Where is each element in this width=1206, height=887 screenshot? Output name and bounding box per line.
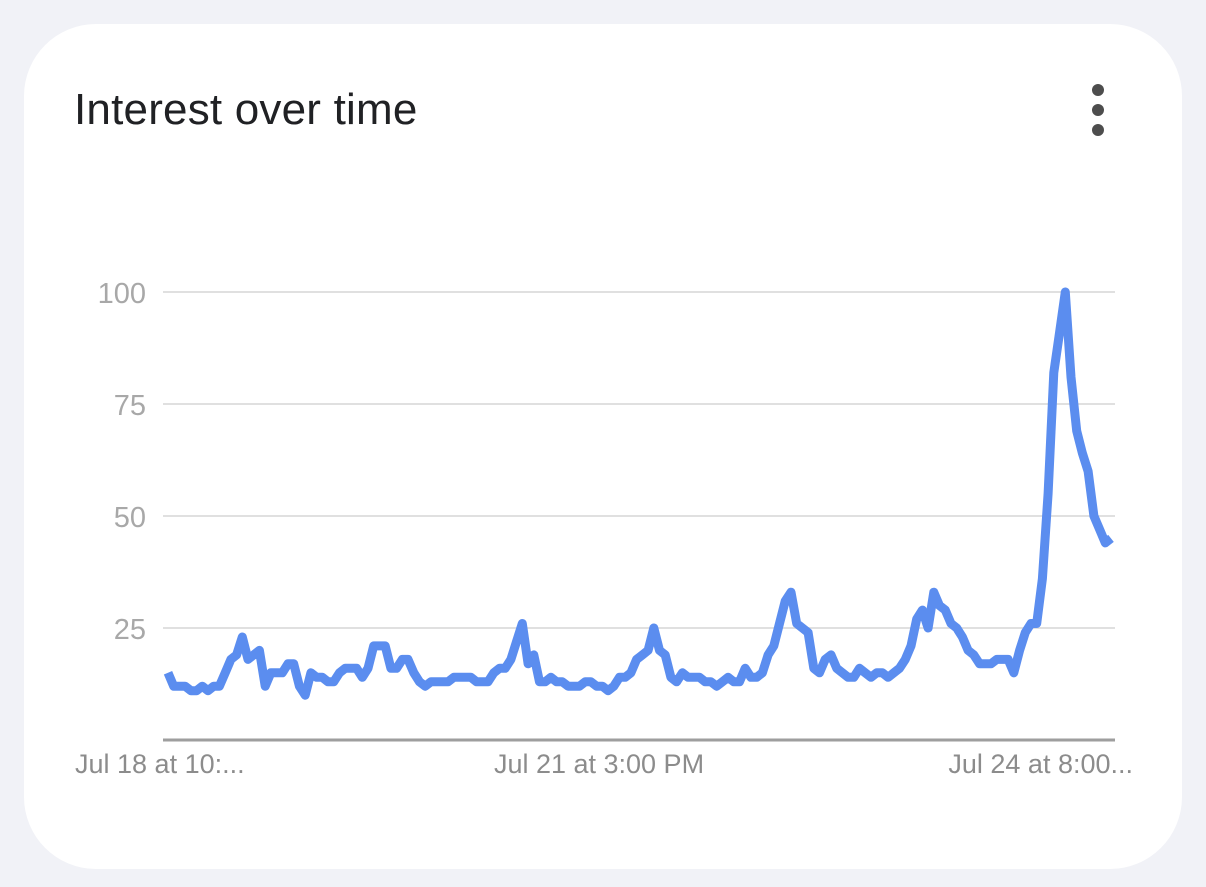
- x-tick-label: Jul 24 at 8:00...: [948, 749, 1133, 779]
- x-tick-label: Jul 21 at 3:00 PM: [494, 749, 704, 779]
- series-layer: [163, 287, 1114, 700]
- y-tick-label: 100: [98, 278, 146, 310]
- y-tick-labels: 25 50 75 100: [98, 278, 146, 646]
- chart-card: [24, 24, 1182, 869]
- series-line: [163, 287, 1114, 700]
- grid-lines: [163, 291, 1115, 629]
- x-tick-labels: Jul 18 at 10:... Jul 21 at 3:00 PM Jul 24 …: [75, 749, 1133, 779]
- y-tick-label: 75: [114, 390, 146, 422]
- y-tick-label: 50: [114, 502, 146, 534]
- menu-dot: [1092, 84, 1104, 96]
- chart-title: Interest over time: [74, 85, 418, 134]
- more-vert-icon[interactable]: [1078, 80, 1118, 140]
- menu-dot: [1092, 104, 1104, 116]
- menu-dot: [1092, 124, 1104, 136]
- x-tick-label: Jul 18 at 10:...: [75, 749, 245, 779]
- y-tick-label: 25: [114, 614, 146, 646]
